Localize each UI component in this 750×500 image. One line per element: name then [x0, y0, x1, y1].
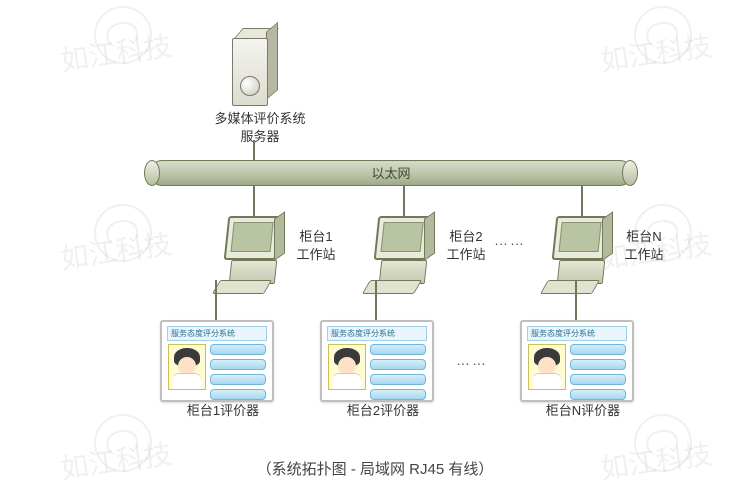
ellipsis: …… — [494, 232, 526, 248]
evaluator-header: 服务态度评分系统 — [167, 326, 267, 341]
watermark-logo — [94, 6, 152, 64]
workstation-node — [370, 216, 440, 292]
evaluator-label: 柜台1评价器 — [178, 402, 268, 420]
connector — [575, 280, 577, 320]
connector — [253, 140, 255, 162]
evaluator-label: 柜台N评价器 — [538, 402, 628, 420]
diagram-stage: 如江科技如江科技如江科技如江科技如江科技如江科技多媒体评价系统 服务器以太网柜台… — [0, 0, 750, 500]
connector — [581, 185, 583, 216]
evaluator-buttons — [370, 344, 426, 404]
server-node — [232, 28, 278, 106]
workstation-node — [548, 216, 618, 292]
server-label: 多媒体评价系统 服务器 — [200, 110, 320, 145]
watermark-text: 如江科技 — [598, 24, 714, 79]
watermark-logo — [94, 204, 152, 262]
workstation-node — [220, 216, 290, 292]
watermark-text: 如江科技 — [58, 24, 174, 79]
watermark-text: 如江科技 — [58, 222, 174, 277]
evaluator-photo — [528, 344, 566, 390]
ethernet-label: 以太网 — [151, 163, 631, 182]
ethernet-bus: 以太网 — [150, 160, 632, 186]
evaluator-photo — [328, 344, 366, 390]
connector — [253, 185, 255, 216]
evaluator-label: 柜台2评价器 — [338, 402, 428, 420]
evaluator-buttons — [210, 344, 266, 404]
workstation-label: 柜台2 工作站 — [436, 228, 496, 263]
evaluator-node: 服务态度评分系统 — [160, 320, 274, 402]
evaluator-node: 服务态度评分系统 — [520, 320, 634, 402]
diagram-caption: （系统拓扑图 - 局域网 RJ45 有线） — [0, 458, 750, 479]
evaluator-header: 服务态度评分系统 — [527, 326, 627, 341]
evaluator-buttons — [570, 344, 626, 404]
connector — [403, 185, 405, 216]
evaluator-header: 服务态度评分系统 — [327, 326, 427, 341]
ellipsis: …… — [456, 352, 488, 368]
workstation-label: 柜台N 工作站 — [614, 228, 674, 263]
watermark-logo — [634, 6, 692, 64]
workstation-label: 柜台1 工作站 — [286, 228, 346, 263]
evaluator-photo — [168, 344, 206, 390]
connector — [215, 280, 217, 320]
evaluator-node: 服务态度评分系统 — [320, 320, 434, 402]
connector — [375, 280, 377, 320]
